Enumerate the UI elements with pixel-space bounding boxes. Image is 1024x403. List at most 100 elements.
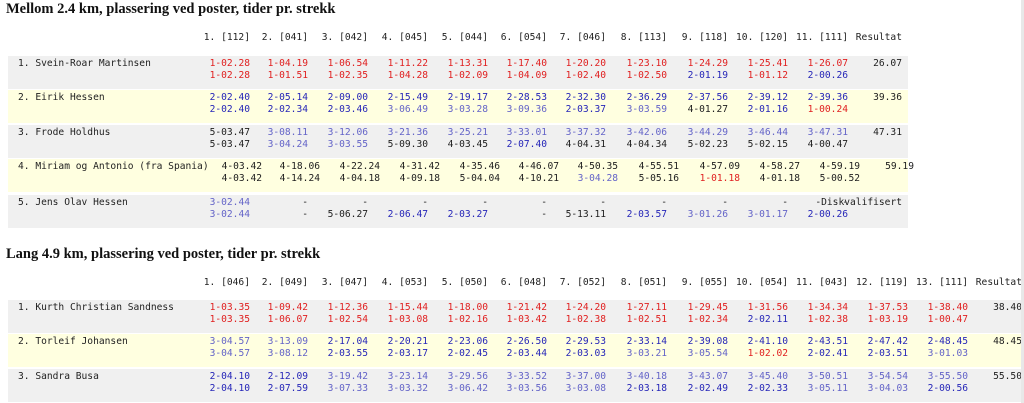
- cumulative-time: 4-22.24: [339, 161, 380, 172]
- row-band: [8, 159, 908, 192]
- split-time: 4-04.18: [339, 173, 380, 184]
- split-time: 3-05.54: [687, 348, 728, 359]
- split-time: 2-02.11: [747, 314, 788, 325]
- split-time: 1-00.24: [807, 104, 848, 115]
- cumulative-time: 4-59.19: [819, 161, 860, 172]
- split-time: 2-02.33: [747, 383, 788, 394]
- split-time: 2-02.49: [687, 383, 728, 394]
- cumulative-time: 3-25.21: [447, 127, 488, 138]
- split-time: 3-06.42: [447, 383, 488, 394]
- cumulative-time: -: [782, 197, 788, 208]
- split-time: -: [541, 209, 547, 220]
- column-header: 9. [055]: [681, 277, 728, 288]
- column-header: 11. [111]: [796, 32, 848, 43]
- cumulative-time: 1-13.31: [447, 58, 488, 69]
- row-band: [8, 56, 908, 89]
- split-time: 2-02.34: [267, 104, 308, 115]
- cumulative-time: 3-47.31: [807, 127, 848, 138]
- result-value: 59.19: [885, 161, 914, 172]
- cumulative-time: -: [482, 197, 488, 208]
- row-band: [8, 90, 908, 123]
- cumulative-time: 1-06.54: [327, 58, 368, 69]
- cumulative-time: 3-37.32: [565, 127, 606, 138]
- cumulative-time: -: [842, 197, 848, 208]
- split-time: 2-03.17: [387, 348, 428, 359]
- column-header: Resultat: [855, 32, 902, 43]
- split-time: 5-02.15: [747, 139, 788, 150]
- split-time: 1-03.35: [209, 314, 250, 325]
- scrollbar[interactable]: [1021, 0, 1024, 403]
- cumulative-time: 3-55.50: [927, 371, 968, 382]
- cumulative-time: 3-13.09: [267, 336, 308, 347]
- split-time: 1-02.38: [565, 314, 606, 325]
- cumulative-time: 2-41.10: [747, 336, 788, 347]
- result-value: 26.07: [873, 58, 902, 69]
- split-time: 4-14.24: [279, 173, 320, 184]
- cumulative-time: 3-33.01: [506, 127, 547, 138]
- split-time: 1-03.19: [867, 314, 908, 325]
- cumulative-time: 1-38.40: [927, 302, 968, 313]
- result-value: 38.40: [993, 302, 1022, 313]
- cumulative-time: 2-48.45: [927, 336, 968, 347]
- cumulative-time: 2-19.17: [447, 92, 488, 103]
- split-time: 3-08.12: [267, 348, 308, 359]
- result-value: 47.31: [873, 127, 902, 138]
- row-band: [8, 195, 908, 228]
- cumulative-time: 1-29.45: [687, 302, 728, 313]
- split-time: 1-04.09: [506, 70, 547, 81]
- cumulative-time: 3-12.06: [327, 127, 368, 138]
- column-header: 12. [119]: [856, 277, 908, 288]
- cumulative-time: 1-34.34: [807, 302, 848, 313]
- cumulative-time: -: [302, 197, 308, 208]
- cumulative-time: 2-32.30: [565, 92, 606, 103]
- split-time: 1-02.16: [447, 314, 488, 325]
- split-time: 2-02.40: [209, 104, 250, 115]
- runner-name: 3. Frode Holdhus: [18, 127, 111, 138]
- cumulative-time: 3-29.56: [447, 371, 488, 382]
- split-time: 2-03.18: [626, 383, 667, 394]
- cumulative-time: 1-03.35: [209, 302, 250, 313]
- cumulative-time: 1-21.42: [506, 302, 547, 313]
- cumulative-time: 1-25.41: [747, 58, 788, 69]
- split-time: 3-03.55: [327, 139, 368, 150]
- cumulative-time: 3-44.29: [687, 127, 728, 138]
- split-time: 2-03.37: [565, 104, 606, 115]
- split-time: 2-04.10: [209, 383, 250, 394]
- result-value: 39.36: [873, 92, 902, 103]
- split-time: 2-00.56: [927, 383, 968, 394]
- split-time: 2-03.46: [327, 104, 368, 115]
- result-row: 5. Jens Olav Hessen 3-02.44- - - - - - - - - - -Dis…: [0, 195, 1024, 228]
- split-time: 3-01.03: [927, 348, 968, 359]
- column-header: 5. [050]: [441, 277, 488, 288]
- runner-name: 1. Svein-Roar Martinsen: [18, 58, 151, 69]
- cumulative-time: 2-05.14: [267, 92, 308, 103]
- column-header: 2. [041]: [261, 32, 308, 43]
- split-time: 3-04.24: [267, 139, 308, 150]
- cumulative-time: 3-23.14: [387, 371, 428, 382]
- cumulative-time: 3-46.44: [747, 127, 788, 138]
- cumulative-time: -: [541, 197, 547, 208]
- column-header: Resultat: [975, 277, 1022, 288]
- split-time: 2-07.40: [506, 139, 547, 150]
- split-time: 1-00.47: [927, 314, 968, 325]
- cumulative-time: 3-50.51: [807, 371, 848, 382]
- result-row: 2. Eirik Hessen 2-02.40 2-05.14 2-09.00 2-15…: [0, 90, 1024, 123]
- cumulative-time: 4-55.51: [638, 161, 679, 172]
- cumulative-time: 1-31.56: [747, 302, 788, 313]
- row-band: [8, 334, 1024, 367]
- cumulative-time: 2-04.10: [209, 371, 250, 382]
- cumulative-time: 2-33.14: [626, 336, 667, 347]
- split-time: 1-02.38: [807, 314, 848, 325]
- split-time: 2-01.16: [747, 104, 788, 115]
- split-time: 3-03.32: [387, 383, 428, 394]
- cumulative-time: 2-43.51: [807, 336, 848, 347]
- split-time: 1-02.02: [747, 348, 788, 359]
- cumulative-time: 1-11.22: [387, 58, 428, 69]
- split-time: 5-05.16: [638, 173, 679, 184]
- runner-name: 1. Kurth Christian Sandness: [18, 302, 174, 313]
- cumulative-time: 3-54.54: [867, 371, 908, 382]
- split-time: 2-00.26: [807, 209, 848, 220]
- result-row: 3. Frode Holdhus 5-03.47 3-08.11 3-12.06 3-2…: [0, 125, 1024, 158]
- cumulative-time: 4-58.27: [759, 161, 800, 172]
- cumulative-time: 3-19.42: [327, 371, 368, 382]
